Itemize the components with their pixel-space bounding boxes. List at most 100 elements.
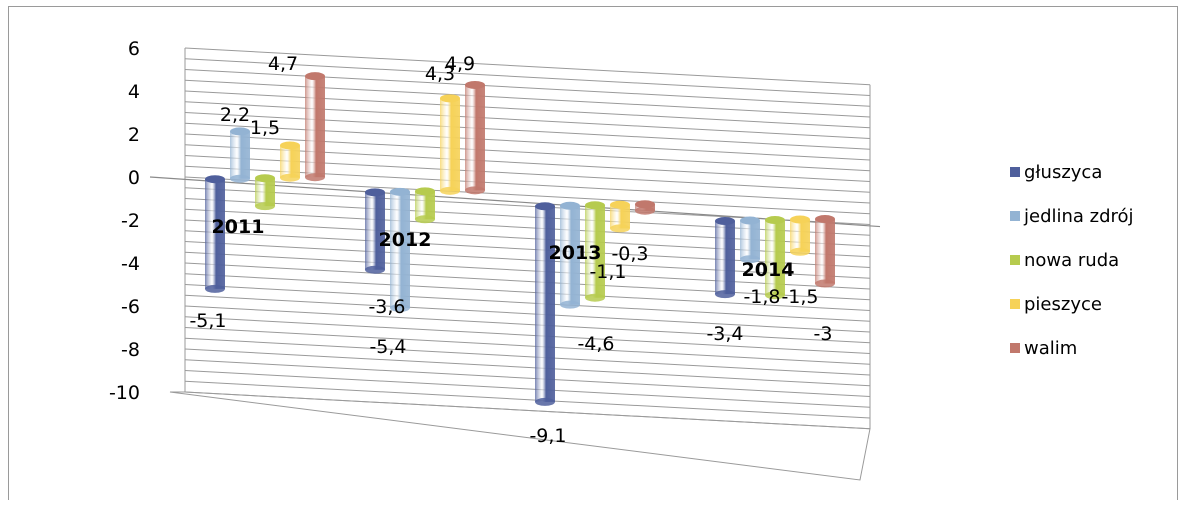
category-label: 2013 bbox=[549, 242, 602, 264]
gridline bbox=[184, 327, 871, 365]
bar-głuszyca-2013 bbox=[535, 206, 555, 402]
y-tick-label: -6 bbox=[121, 296, 140, 318]
gridline bbox=[184, 359, 871, 397]
data-label: 4,9 bbox=[445, 53, 475, 75]
gridline bbox=[184, 380, 871, 419]
bar-nowa-ruda-2012 bbox=[415, 191, 435, 220]
legend-swatch bbox=[1010, 167, 1020, 177]
bar-cap bbox=[280, 141, 300, 150]
bar-pieszyce-2011 bbox=[280, 145, 300, 178]
bar-base bbox=[715, 290, 735, 299]
bar-głuszyca-2011 bbox=[205, 179, 225, 289]
y-tick-label: 2 bbox=[128, 124, 140, 146]
legend-item: nowa ruda bbox=[1010, 238, 1134, 282]
gridline bbox=[184, 176, 871, 215]
y-tick-label: 4 bbox=[128, 81, 140, 103]
bar-cap bbox=[560, 201, 580, 210]
bar-base bbox=[440, 186, 460, 195]
gridline bbox=[184, 305, 871, 344]
bar-base bbox=[740, 255, 760, 264]
gridline bbox=[184, 337, 871, 376]
bar-jedlina-zdrój-2012 bbox=[390, 191, 410, 308]
bar-nowa-ruda-2014 bbox=[765, 220, 785, 296]
category-label: 2014 bbox=[742, 259, 795, 281]
legend-item: jedlina zdrój bbox=[1010, 194, 1134, 238]
bar-pieszyce-2014 bbox=[790, 219, 810, 252]
bar-cap bbox=[740, 216, 760, 225]
legend-label: pieszyce bbox=[1024, 293, 1102, 315]
bar-cap bbox=[610, 200, 630, 209]
bar-base bbox=[610, 224, 630, 233]
legend-label: jedlina zdrój bbox=[1024, 205, 1134, 227]
gridline bbox=[184, 294, 871, 333]
bar-cap bbox=[465, 80, 485, 89]
bar-cap bbox=[765, 216, 785, 225]
data-label: 4,3 bbox=[425, 63, 455, 85]
bar-base bbox=[230, 174, 250, 183]
bar-walim-2011 bbox=[305, 76, 325, 178]
bar-jedlina-zdrój-2014 bbox=[740, 220, 760, 260]
bar-base bbox=[415, 215, 435, 224]
bar-base bbox=[390, 303, 410, 312]
y-tick-label: -2 bbox=[121, 210, 140, 232]
bar-cap bbox=[205, 175, 225, 184]
chart-floor bbox=[169, 391, 871, 481]
bar-cap bbox=[255, 174, 275, 183]
category-label: 2011 bbox=[212, 216, 265, 238]
bar-base bbox=[635, 206, 655, 215]
category-label: 2012 bbox=[379, 229, 432, 251]
bar-base bbox=[790, 247, 810, 256]
data-label: -5,1 bbox=[189, 310, 226, 332]
bar-group bbox=[205, 72, 835, 406]
bar-głuszyca-2014 bbox=[715, 221, 735, 295]
bar-walim-2012 bbox=[465, 84, 485, 191]
bar-cap bbox=[635, 200, 655, 209]
bar-base bbox=[255, 202, 275, 211]
bar-base bbox=[560, 300, 580, 309]
data-label: -1,1 bbox=[589, 261, 626, 283]
data-label: -5,4 bbox=[369, 336, 406, 358]
bar-base bbox=[280, 173, 300, 182]
y-tick-label: 0 bbox=[128, 167, 140, 189]
data-label: 1,5 bbox=[250, 117, 280, 139]
data-label: -0,3 bbox=[611, 243, 648, 265]
bar-jedlina-zdrój-2011 bbox=[230, 131, 250, 179]
gridline bbox=[184, 262, 871, 301]
gridline bbox=[184, 348, 871, 387]
legend-item: pieszyce bbox=[1010, 282, 1134, 326]
bar-głuszyca-2012 bbox=[365, 192, 385, 270]
bar-nowa-ruda-2013 bbox=[585, 205, 605, 298]
bar-cap bbox=[715, 217, 735, 226]
legend-label: walim bbox=[1024, 337, 1078, 359]
data-label: 2,2 bbox=[220, 104, 250, 126]
gridline bbox=[184, 47, 871, 86]
bar-base bbox=[365, 265, 385, 274]
legend-label: nowa ruda bbox=[1024, 249, 1120, 271]
bar-base bbox=[465, 186, 485, 195]
y-tick-label: 6 bbox=[128, 38, 140, 60]
data-label: -1,8 bbox=[743, 286, 780, 308]
y-tick-label: -4 bbox=[121, 253, 140, 275]
data-label: -4,6 bbox=[577, 333, 614, 355]
gridline bbox=[184, 133, 871, 172]
legend-swatch bbox=[1010, 211, 1020, 221]
category-labels: 2011 2012 2013 2014 bbox=[212, 216, 795, 281]
legend-item: walim bbox=[1010, 326, 1134, 370]
bar-cap bbox=[585, 201, 605, 210]
gridline bbox=[184, 284, 871, 322]
bar-cap bbox=[535, 202, 555, 211]
gridline bbox=[184, 241, 871, 279]
bar-cap bbox=[790, 215, 810, 224]
bar-base bbox=[815, 279, 835, 288]
gridline bbox=[184, 370, 871, 408]
gridline bbox=[184, 69, 871, 107]
y-axis-ticks: 6 4 2 0 -2 -4 -6 -8 -10 bbox=[109, 38, 140, 404]
legend-swatch bbox=[1010, 255, 1020, 265]
gridline bbox=[184, 90, 871, 129]
legend: głuszyca jedlina zdrój nowa ruda pieszyce wa… bbox=[1010, 150, 1134, 370]
data-label: -1,5 bbox=[781, 286, 818, 308]
bar-walim-2014 bbox=[815, 219, 835, 284]
gridline bbox=[184, 79, 871, 118]
bar-cap bbox=[815, 215, 835, 224]
